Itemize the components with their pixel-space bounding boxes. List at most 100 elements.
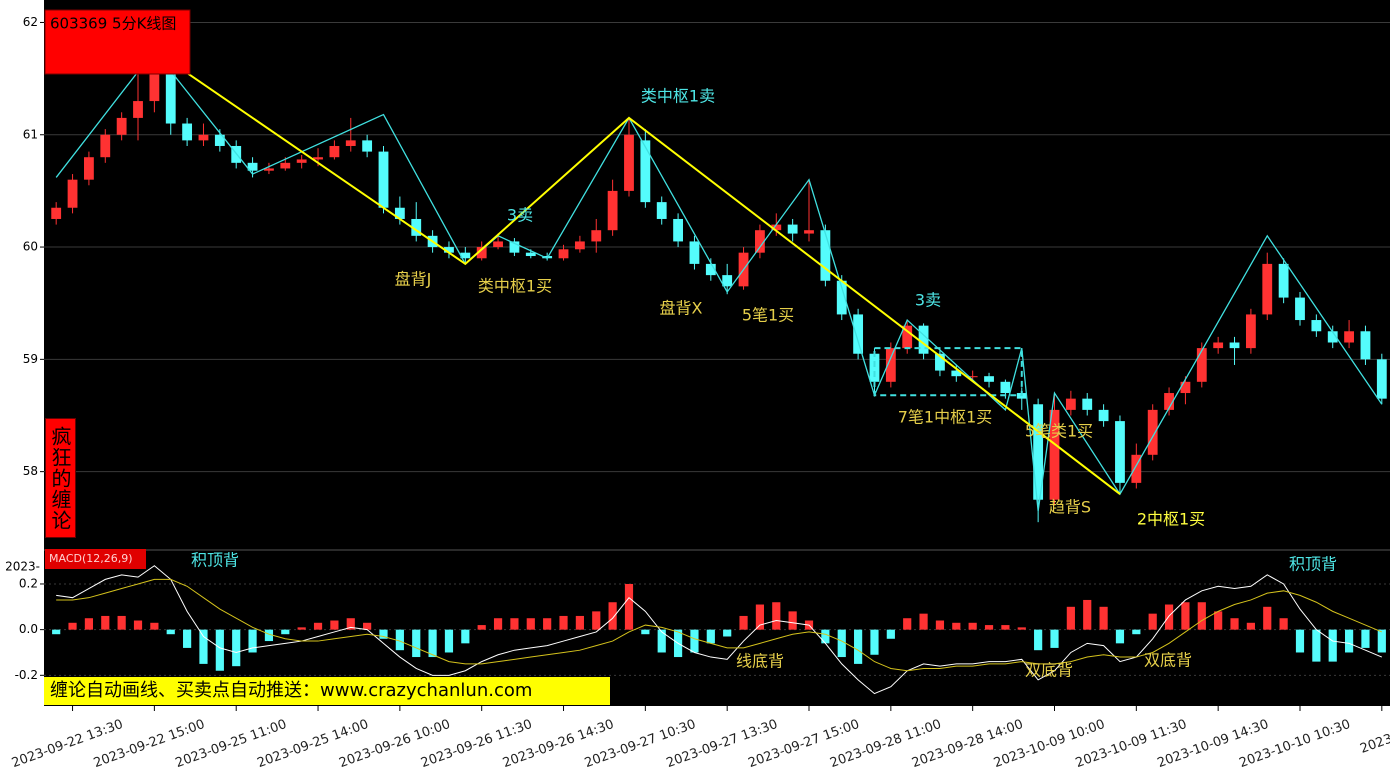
candle-body <box>1082 398 1093 410</box>
y-tick-label: 0.2 <box>19 576 38 590</box>
macd-bar <box>690 629 699 653</box>
annotation: 类中枢1买 <box>478 277 552 296</box>
macd-bar <box>1050 629 1059 648</box>
macd-title-box <box>45 549 146 569</box>
macd-bar <box>444 629 454 653</box>
annotation: 双底背 <box>1025 661 1073 680</box>
candle-body <box>345 140 356 146</box>
macd-title: MACD(12,26,9) <box>49 552 133 565</box>
macd-bar <box>412 629 421 658</box>
macd-bar <box>264 629 274 642</box>
candle-body <box>1115 421 1125 483</box>
candle-body <box>67 179 78 208</box>
macd-bar <box>68 622 77 630</box>
macd-bar <box>919 613 928 630</box>
candle-body <box>624 134 634 191</box>
candle-body <box>84 157 94 180</box>
macd-bar <box>330 620 339 630</box>
y-tick-label: 0.0 <box>19 622 38 636</box>
macd-bar <box>592 611 601 630</box>
macd-bar <box>821 629 830 644</box>
candle-body <box>1262 263 1273 315</box>
annotation: 双底背 <box>1144 651 1192 670</box>
macd-bar <box>1279 618 1288 630</box>
macd-bar <box>1230 618 1239 630</box>
macd-bar <box>788 611 797 630</box>
macd-bar <box>1066 606 1075 630</box>
candle-body <box>1360 331 1371 360</box>
annotation: 线底背 <box>736 652 784 671</box>
candle-body <box>378 151 389 208</box>
candle-body <box>984 376 994 382</box>
annotation: 趋背S <box>1049 498 1091 517</box>
macd-bar <box>1099 606 1108 630</box>
macd-bar <box>870 629 879 655</box>
candle-body <box>558 249 569 259</box>
candle-body <box>165 72 176 124</box>
macd-bar <box>1148 613 1157 630</box>
candle-body <box>722 275 733 287</box>
macd-bar <box>1361 629 1370 648</box>
candle-body <box>1213 342 1224 349</box>
candle-body <box>1098 409 1109 422</box>
y-tick-label: 59 <box>23 352 38 366</box>
candle-body <box>51 207 62 219</box>
macd-bar <box>903 618 912 630</box>
candle-body <box>362 140 373 152</box>
macd-bar <box>723 629 732 637</box>
candle-body <box>935 353 945 371</box>
candle-body <box>705 263 716 276</box>
annotation: 7笔1中枢1买 <box>898 408 993 427</box>
candle-body <box>689 241 700 264</box>
macd-bar <box>657 629 666 653</box>
banner: 缠论自动画线、买卖点自动推送：www.crazychanlun.com <box>50 680 532 701</box>
macd-bar <box>641 629 650 635</box>
candle-body <box>853 314 864 354</box>
annotation: 5笔类1买 <box>1025 422 1093 441</box>
macd-bar <box>1295 629 1305 653</box>
candle-body <box>951 370 962 377</box>
macd-bar <box>117 615 126 630</box>
macd-bar <box>1197 602 1206 630</box>
annotation: 3卖 <box>507 206 533 225</box>
macd-bar <box>1328 629 1337 662</box>
stroke-line <box>55 49 1383 512</box>
candle-body <box>607 190 618 231</box>
macd-bar <box>52 629 61 635</box>
macd-bar <box>608 602 617 630</box>
macd-bar <box>575 615 584 630</box>
macd-bar <box>510 618 519 630</box>
candle-body <box>1229 342 1240 349</box>
y-tick-label: 62 <box>23 15 38 29</box>
macd-bar <box>248 629 257 653</box>
candle-body <box>1147 409 1158 455</box>
annotation: 积顶背 <box>1289 555 1337 574</box>
macd-bar <box>166 629 175 635</box>
candle-body <box>116 117 127 135</box>
side-label: 疯狂的缠论 <box>45 418 76 538</box>
candle-body <box>1327 331 1338 343</box>
macd-bar <box>526 618 535 630</box>
candle-body <box>394 207 405 219</box>
macd-bar <box>150 622 159 630</box>
macd-bar <box>363 622 372 630</box>
macd-bar <box>1181 602 1190 630</box>
candle-body <box>264 168 274 171</box>
candle-body <box>673 218 683 242</box>
candle-body <box>460 252 471 259</box>
macd-bar <box>952 622 961 630</box>
candle-body <box>198 134 209 141</box>
macd-bar <box>1017 627 1026 630</box>
macd-bar <box>395 629 404 651</box>
macd-bar <box>1263 606 1272 630</box>
macd-bar <box>215 629 224 671</box>
y-tick-label: 61 <box>23 127 38 141</box>
macd-bar <box>755 604 765 630</box>
macd-bar <box>313 622 323 630</box>
annotation: 盘背J <box>395 270 432 289</box>
candle-body <box>493 241 503 248</box>
macd-bar <box>461 629 470 644</box>
candle-body <box>149 72 160 102</box>
